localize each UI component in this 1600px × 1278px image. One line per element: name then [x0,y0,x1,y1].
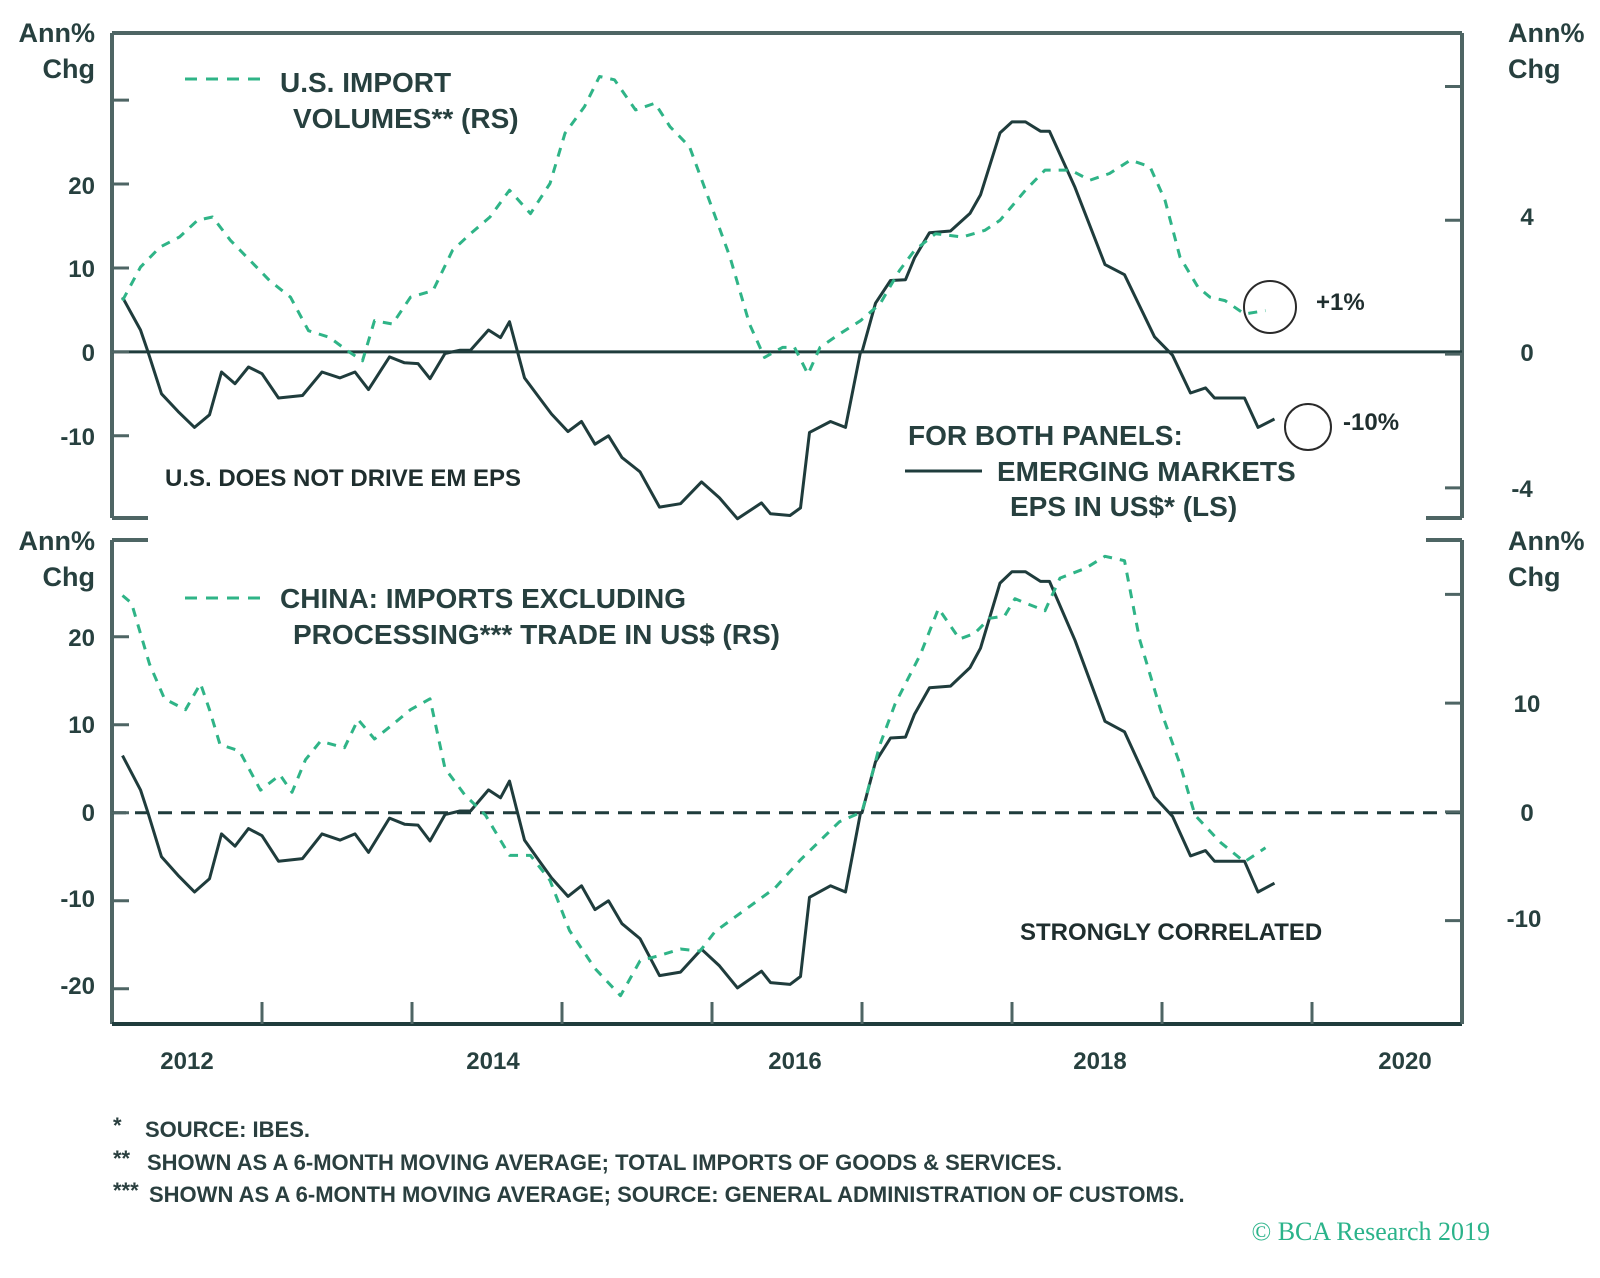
top-series-emerging-markets-eps-in-us-ls [121,120,1276,521]
annotation-us-not-drive: U.S. DOES NOT DRIVE EM EPS [165,465,521,492]
legend-china-imports-line1: CHINA: IMPORTS EXCLUDING [280,583,686,614]
x-tick-label-2016: 2016 [768,1048,821,1075]
tick-label-top-right-0: 0 [1520,340,1533,367]
x-tick-label-2014: 2014 [466,1048,520,1075]
footnote-mark-2: ** [113,1146,131,1171]
callout-circle-plus [1243,280,1297,334]
x-tick-label-2012: 2012 [160,1048,213,1075]
footnote-mark-1: * [113,1113,122,1138]
top-left-axis-title-2: Chg [43,54,95,84]
footnote-2: SHOWN AS A 6-MONTH MOVING AVERAGE; TOTAL… [147,1150,1062,1175]
bottom-right-axis-title: Ann% [1508,526,1585,556]
footnote-3: SHOWN AS A 6-MONTH MOVING AVERAGE; SOURC… [149,1182,1185,1207]
top-right-axis-title: Ann% [1508,18,1585,48]
bottom-right-axis-title-2: Chg [1508,562,1560,592]
tick-label-top-left-10: 10 [68,256,95,283]
annotation-strongly-correlated: STRONGLY CORRELATED [1020,919,1322,946]
bottom-series-emerging-markets-eps-in-us-ls [121,570,1276,990]
legend-em-header: FOR BOTH PANELS: [908,420,1183,451]
callout-circle-minus [1284,403,1332,451]
panel-frames [110,31,1464,1026]
callout-minus-10pct: -10% [1343,409,1399,436]
legend-china-imports-line2: PROCESSING*** TRADE IN US$ (RS) [293,619,780,650]
legend-em-eps-line2: EPS IN US$* (LS) [1010,491,1237,522]
tick-label-top-left-20: 20 [68,173,95,200]
series-group [121,75,1276,998]
tick-label-top-right-neg4: -4 [1511,476,1533,503]
top-left-axis-title: Ann% [19,18,96,48]
tick-label-bottom-right-0: 0 [1520,800,1533,827]
tick-label-bottom-right-10: 10 [1514,691,1541,718]
tick-label-bottom-left-0: 0 [82,800,95,827]
bottom-left-axis-title: Ann% [19,526,96,556]
bottom-series-china-imports-excluding-processing-trade-in-us-rs [121,554,1267,998]
tick-label-top-left-neg10: -10 [60,424,95,451]
x-tick-label-2020: 2020 [1378,1048,1431,1075]
callout-plus-1pct: +1% [1316,289,1365,316]
legend-us-imports-line1: U.S. IMPORT [280,67,451,98]
top-right-axis-title-2: Chg [1508,54,1560,84]
tick-label-bottom-left-10: 10 [68,712,95,739]
footnote-mark-3: *** [113,1178,139,1203]
tick-label-bottom-left-20: 20 [68,625,95,652]
tick-label-bottom-left-neg20: -20 [60,973,95,1000]
copyright: © BCA Research 2019 [1251,1217,1490,1246]
tick-marks [112,85,1464,1024]
tick-label-bottom-left-neg10: -10 [60,886,95,913]
legend-em-eps-line1: EMERGING MARKETS [997,456,1296,487]
x-tick-label-2018: 2018 [1073,1048,1126,1075]
bottom-left-axis-title-2: Chg [43,562,95,592]
tick-label-top-right-4: 4 [1520,204,1534,231]
tick-label-bottom-right-neg10: -10 [1507,906,1542,933]
legend-us-imports-line2: VOLUMES** (RS) [293,103,519,134]
footnote-1: SOURCE: IBES. [145,1117,310,1142]
tick-label-top-left-0: 0 [82,340,95,367]
